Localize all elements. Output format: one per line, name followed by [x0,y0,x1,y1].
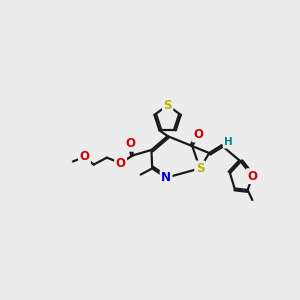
Text: O: O [247,169,257,183]
Text: N: N [161,171,171,184]
Text: S: S [164,99,172,112]
Text: H: H [224,137,233,147]
Text: O: O [194,128,203,141]
Text: O: O [116,157,126,169]
Text: O: O [126,137,136,150]
Text: O: O [80,150,89,164]
Text: S: S [196,162,204,175]
